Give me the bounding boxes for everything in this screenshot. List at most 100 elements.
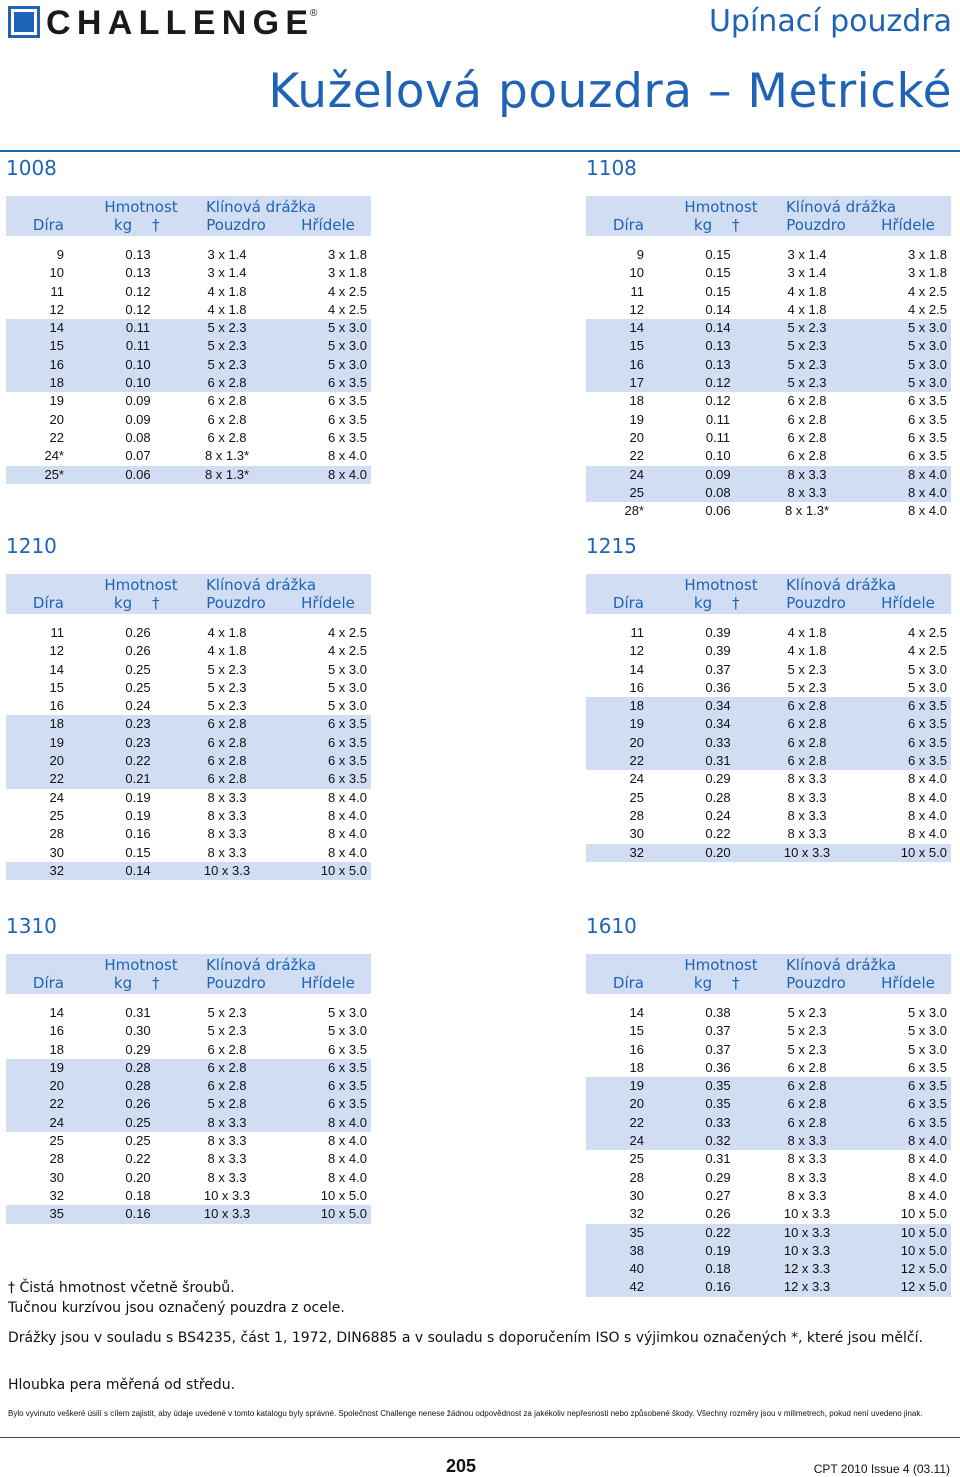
table-cell: 5 x 3.0 [907,1005,947,1020]
table-row: 18 0.10 6 x 2.8 6 x 3.5 [6,374,371,393]
table-cell: 11 [50,625,65,640]
table-cell: 6 x 3.5 [327,771,367,787]
table-rows: 11 0.39 4 x 1.8 4 x 2.5 12 0.39 4 x 1.8 4 x 2.5… [586,624,951,862]
col-dira: Díra [612,594,644,612]
table-cell: 12 [629,643,644,659]
table-row: 32 0.18 10 x 3.3 10 x 5.0 [6,1187,371,1205]
table-cell: 5 x 2.3 [787,1005,827,1020]
table-cell: 0.10 [125,356,151,372]
table-cell: 8 x 4.0 [327,789,367,805]
table-title: 1210 [6,534,57,558]
table-cell: 20 [629,1096,644,1112]
table-header: Hmotnost Klínová drážka Díra kg † Pouzdro Hříd… [6,196,371,236]
table-cell: 20 [629,429,644,445]
table-row: 16 0.30 5 x 2.3 5 x 3.0 [6,1022,371,1040]
table-cell: 6 x 3.5 [907,734,947,750]
table-cell: 6 x 3.5 [907,698,947,714]
table-cell: 0.14 [705,320,731,336]
table-cell: 6 x 3.5 [907,753,947,769]
table-row: 20 0.35 6 x 2.8 6 x 3.5 [586,1095,951,1114]
table-cell: 6 x 2.8 [787,734,827,750]
table-cell: 0.11 [705,411,731,427]
note-steel: Tučnou kurzívou jsou označený pouzdra z … [8,1300,345,1316]
table-row: 16 0.10 5 x 2.3 5 x 3.0 [6,355,371,375]
disclaimer: Bylo vyvinuto veškeré úsilí s cílem zaji… [8,1409,923,1418]
table-cell: 5 x 2.3 [207,356,247,372]
table-row: 25 0.28 8 x 3.3 8 x 4.0 [586,789,951,807]
page-number: 205 [446,1456,477,1476]
table-row: 12 0.26 4 x 1.8 4 x 2.5 [6,642,371,660]
table-cell: 0.24 [125,698,151,714]
table-cell: 0.26 [125,643,151,659]
table-cell: 5 x 3.0 [907,356,947,372]
table-cell: 0.22 [705,1224,731,1240]
table-cell: 0.27 [705,1187,731,1203]
table-cell: 11 [630,625,645,640]
table-cell: 8 x 4.0 [907,484,947,500]
table-row: 24 0.32 8 x 3.3 8 x 4.0 [586,1132,951,1151]
table-cell: 4 x 1.8 [207,283,247,299]
table-cell: 8 x 4.0 [327,826,367,842]
table-rows: 9 0.15 3 x 1.4 3 x 1.8 10 0.15 3 x 1.4 3 x 1.8 1… [586,246,951,520]
table-cell: 0.15 [705,247,731,262]
table-row: 22 0.08 6 x 2.8 6 x 3.5 [6,429,371,447]
table-cell: 8 x 3.3 [207,1151,247,1167]
table-cell: 22 [49,771,64,787]
table-cell: 8 x 3.3 [207,1169,247,1185]
table-cell: 0.12 [125,301,151,317]
table-cell: 6 x 2.8 [207,771,247,787]
table-row: 19 0.35 6 x 2.8 6 x 3.5 [586,1077,951,1096]
table-cell: 6 x 3.5 [327,411,367,427]
col-hmotnost: Hmotnost [684,198,758,216]
table-row: 24* 0.07 8 x 1.3* 8 x 4.0 [6,447,371,465]
table-cell: 0.14 [125,862,151,878]
table-cell: 5 x 3.0 [327,698,367,714]
table-cell: 19 [49,393,64,409]
table-cell: 0.31 [705,753,731,769]
table-row: 22 0.21 6 x 2.8 6 x 3.5 [6,770,371,789]
table-cell: 30 [49,844,64,860]
table-row: 35 0.16 10 x 3.3 10 x 5.0 [6,1205,371,1224]
table-cell: 19 [629,716,644,732]
table-row: 19 0.23 6 x 2.8 6 x 3.5 [6,733,371,753]
table-cell: 0.10 [705,448,731,464]
table-row: 11 0.12 4 x 1.8 4 x 2.5 [6,283,371,301]
table-cell: 0.26 [705,1206,731,1222]
table-cell: 0.13 [125,247,151,262]
table-header: Hmotnost Klínová drážka Díra kg † Pouzdro Hříd… [6,574,371,614]
table-cell: 25 [49,1133,64,1149]
col-kg: kg [113,974,133,992]
table-cell: 0.31 [125,1005,151,1020]
table-cell: 0.36 [705,1059,731,1075]
table-cell: 8 x 3.3 [787,466,827,482]
table-cell: 5 x 2.3 [787,375,827,391]
table-row: 22 0.33 6 x 2.8 6 x 3.5 [586,1113,951,1133]
dagger-mark: † [732,594,740,612]
table-cell: 8 x 4.0 [907,1169,947,1185]
table-cell: 0.34 [705,698,731,714]
dagger-mark: † [732,974,740,992]
table-row: 20 0.28 6 x 2.8 6 x 3.5 [6,1077,371,1096]
table-row: 25 0.19 8 x 3.3 8 x 4.0 [6,807,371,825]
table-cell: 0.25 [125,1133,151,1149]
table-row: 28 0.16 8 x 3.3 8 x 4.0 [6,825,371,843]
table-cell: 0.16 [125,826,151,842]
table-cell: 4 x 2.5 [327,283,367,299]
table-title: 1108 [586,156,637,180]
col-pouzdro: Pouzdro [206,216,266,234]
col-hridele: Hřídele [301,216,355,234]
table-row: 14 0.38 5 x 2.3 5 x 3.0 [586,1004,951,1022]
table-cell: 6 x 2.8 [787,1078,827,1094]
table-cell: 6 x 3.5 [327,1041,367,1057]
table-cell: 15 [629,1023,644,1039]
table-cell: 4 x 2.5 [327,301,367,317]
table-cell: 0.20 [705,844,731,860]
table-cell: 15 [629,338,644,354]
table-cell: 5 x 2.3 [207,1005,247,1020]
table-cell: 15 [49,679,64,695]
table-cell: 5 x 2.3 [787,338,827,354]
table-cell: 16 [629,1041,644,1057]
col-dira: Díra [612,216,644,234]
table-cell: 10 x 5.0 [320,1187,367,1203]
table-cell: 4 x 1.8 [207,643,247,659]
